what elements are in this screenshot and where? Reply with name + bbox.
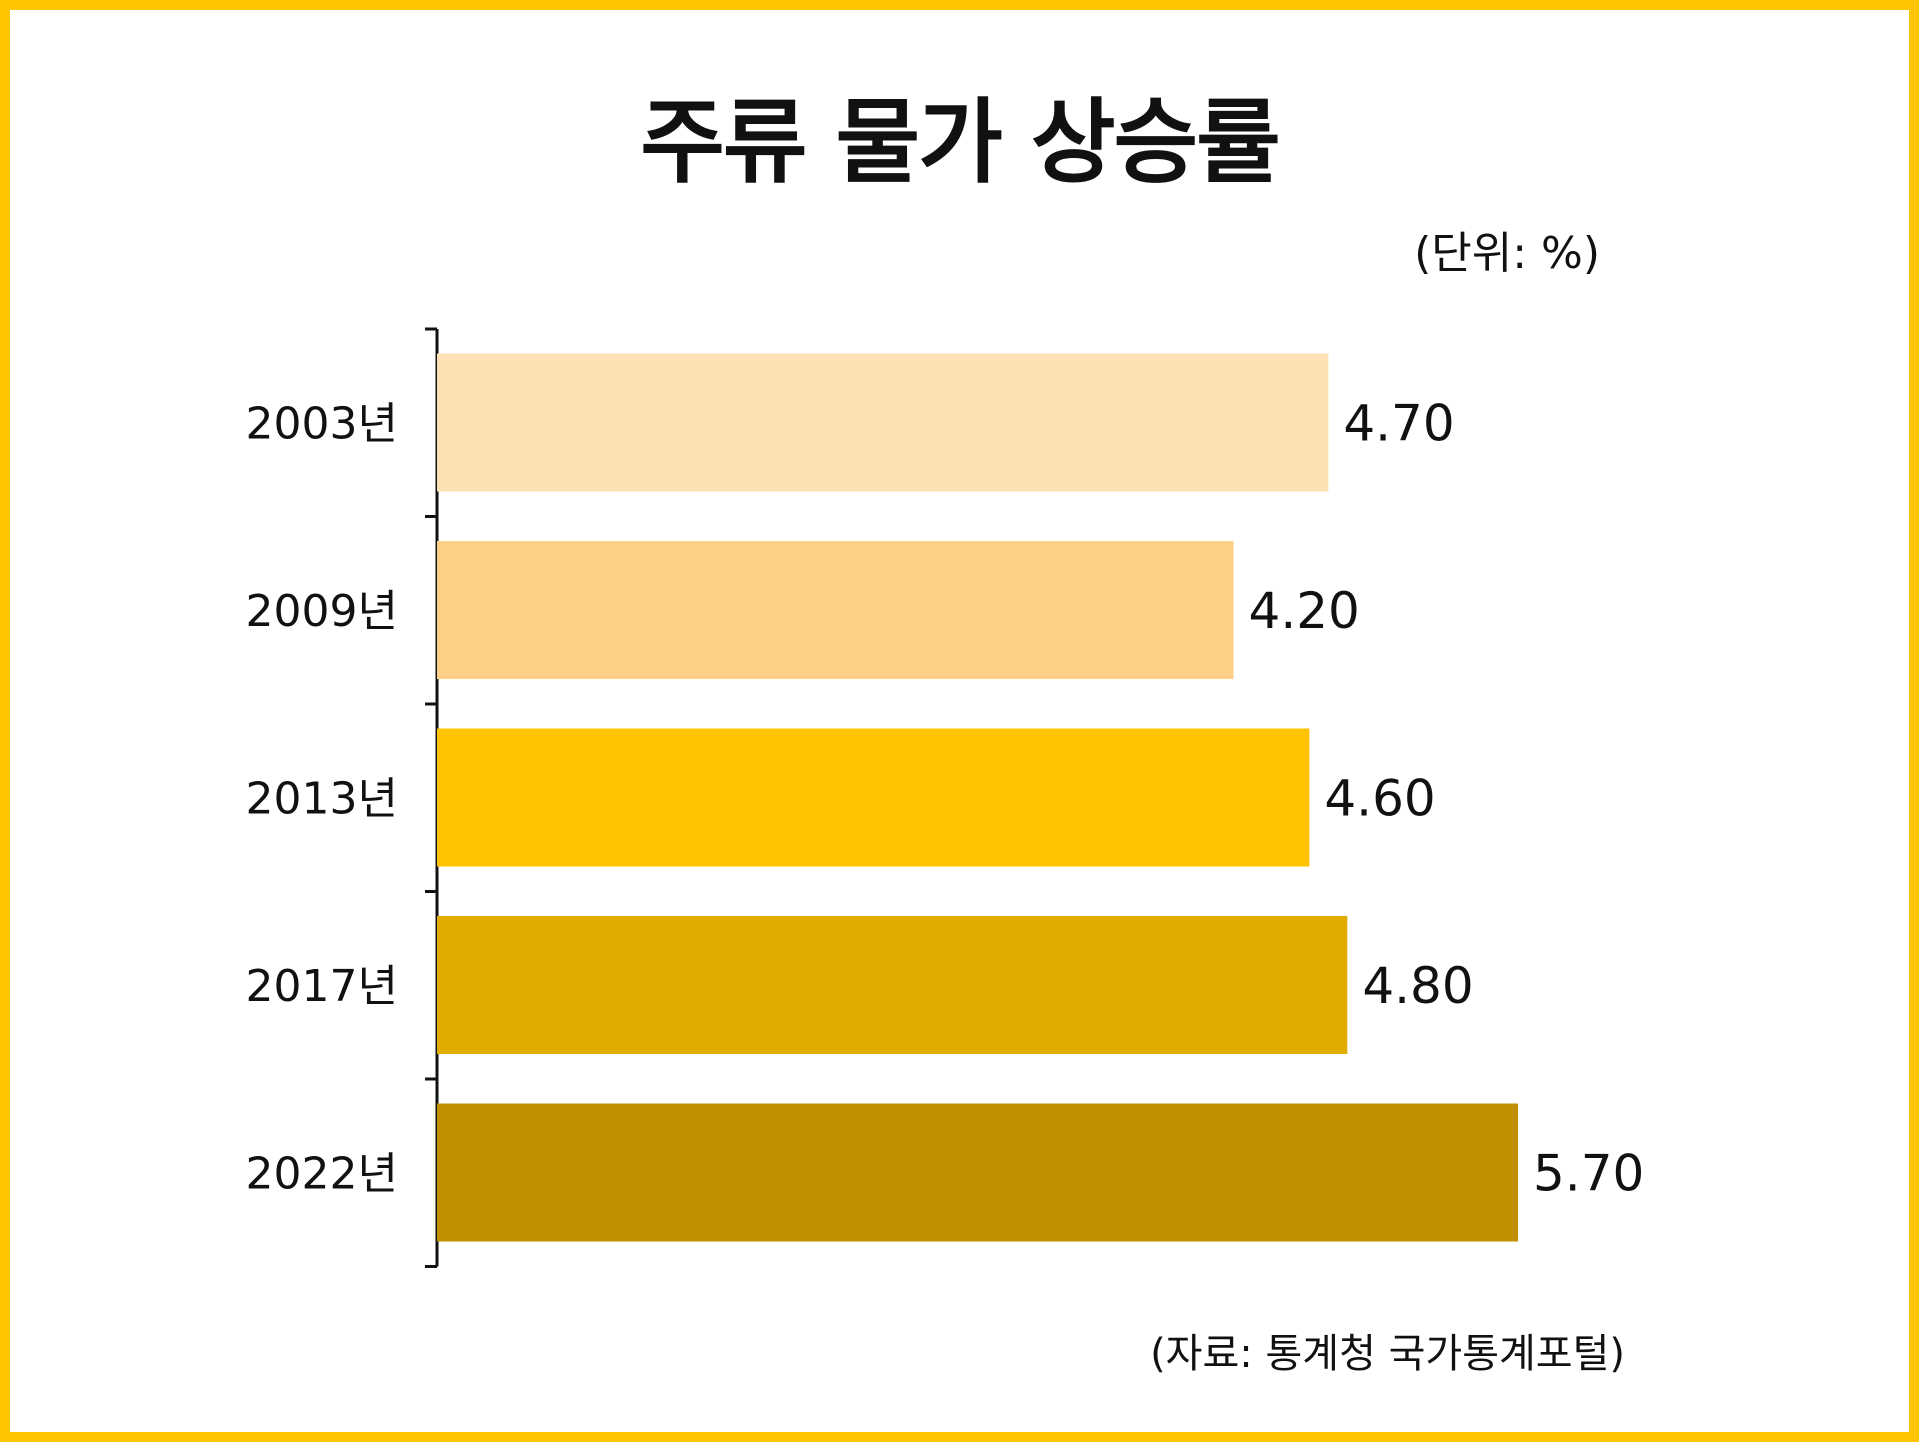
- category-label: 2013년: [246, 774, 398, 825]
- value-label: 4.70: [1343, 395, 1454, 453]
- category-label: 2022년: [246, 1149, 398, 1200]
- chart-title: 주류 물가 상승률: [640, 89, 1281, 196]
- bar-2022년: [437, 1103, 1518, 1242]
- category-label: 2003년: [246, 399, 398, 450]
- value-label: 4.20: [1249, 582, 1360, 640]
- bar-2009년: [437, 541, 1234, 679]
- source-note: (자료: 통계청 국가통계포털): [1150, 1331, 1625, 1377]
- bar-2017년: [437, 916, 1348, 1054]
- bar-2003년: [437, 353, 1329, 492]
- value-label: 5.70: [1533, 1145, 1644, 1203]
- category-label: 2017년: [246, 961, 398, 1012]
- unit-label: (단위: %): [1414, 228, 1600, 279]
- bar-2013년: [437, 728, 1310, 867]
- value-label: 4.60: [1324, 770, 1435, 828]
- bars: [437, 353, 1518, 1242]
- labels: 2003년 4.70 2009년 4.20 2013년 4.60 2017년 4.80 2022…: [246, 395, 1645, 1203]
- category-axis: [425, 327, 439, 1268]
- category-label: 2009년: [246, 586, 398, 637]
- value-label: 4.80: [1362, 957, 1473, 1015]
